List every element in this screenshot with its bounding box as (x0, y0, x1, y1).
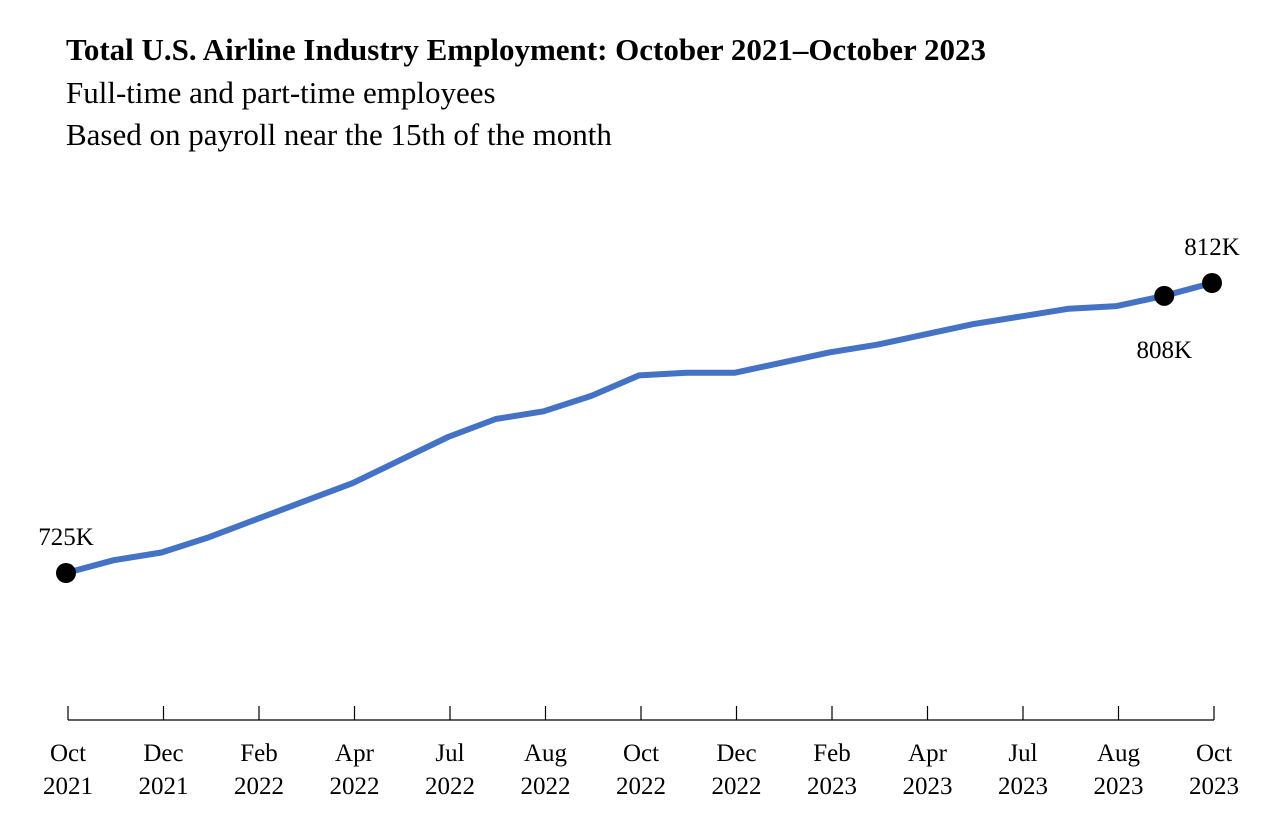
x-tick-month: Aug (524, 740, 568, 767)
x-tick-month: Oct (623, 740, 659, 767)
chart-subtitle-2: Based on payroll near the 15th of the mo… (66, 117, 612, 152)
series-layer (63, 280, 1215, 576)
chart-subtitle-1: Full-time and part-time employees (66, 75, 496, 110)
x-tick-year: 2023 (998, 773, 1048, 800)
x-tick-year: 2023 (807, 773, 857, 800)
x-tick-month: Apr (908, 740, 948, 767)
x-tick-label: Oct 2021 (43, 740, 93, 800)
data-label: 812K (1184, 234, 1240, 261)
x-tick-month: Dec (143, 740, 183, 767)
x-tick-year: 2021 (139, 773, 189, 800)
x-tick-year: 2022 (712, 773, 762, 800)
x-tick-label: Oct 2023 (1189, 740, 1239, 800)
x-tick-label: Aug 2023 (1094, 740, 1144, 800)
x-tick-year: 2023 (1094, 773, 1144, 800)
x-tick-year: 2021 (43, 773, 93, 800)
x-tick-month: Feb (240, 740, 278, 767)
x-tick-month: Jul (435, 740, 464, 767)
data-label: 725K (38, 524, 94, 551)
x-tick-month: Apr (335, 740, 375, 767)
x-tick-label: Oct 2022 (616, 740, 666, 800)
marker-layer: 725K 808K 812K (38, 234, 1240, 583)
x-tick-year: 2022 (425, 773, 475, 800)
x-tick-month: Feb (813, 740, 851, 767)
x-tick-year: 2023 (1189, 773, 1239, 800)
x-tick-month: Oct (1196, 740, 1232, 767)
x-tick-month: Aug (1097, 740, 1141, 767)
x-tick-label: Jul 2023 (998, 740, 1048, 800)
x-tick-year: 2022 (616, 773, 666, 800)
x-tick-month: Jul (1008, 740, 1037, 767)
highlight-marker (1154, 285, 1175, 306)
data-label: 808K (1136, 337, 1192, 364)
x-tick-year: 2022 (330, 773, 380, 800)
x-tick-label: Apr 2023 (903, 740, 953, 800)
highlight-marker (56, 563, 76, 583)
x-tick-year: 2022 (234, 773, 284, 800)
x-axis: Oct 2021 Dec 2021 Feb 2022 Apr 2022 Jul 2022 Aug 20… (43, 706, 1239, 800)
chart-title: Total U.S. Airline Industry Employment: … (66, 32, 986, 67)
x-tick-year: 2022 (521, 773, 571, 800)
x-tick-label: Apr 2022 (330, 740, 380, 800)
x-tick-label: Jul 2022 (425, 740, 475, 800)
x-tick-month: Dec (716, 740, 756, 767)
x-tick-month: Oct (50, 740, 86, 767)
x-tick-label: Feb 2023 (807, 740, 857, 800)
employment-line (63, 280, 1215, 576)
highlight-marker (1202, 273, 1222, 293)
x-tick-year: 2023 (903, 773, 953, 800)
x-tick-label: Dec 2022 (712, 740, 762, 800)
chart-header: Total U.S. Airline Industry Employment: … (66, 28, 986, 156)
x-tick-label: Aug 2022 (521, 740, 571, 800)
x-tick-label: Dec 2021 (139, 740, 189, 800)
x-tick-label: Feb 2022 (234, 740, 284, 800)
